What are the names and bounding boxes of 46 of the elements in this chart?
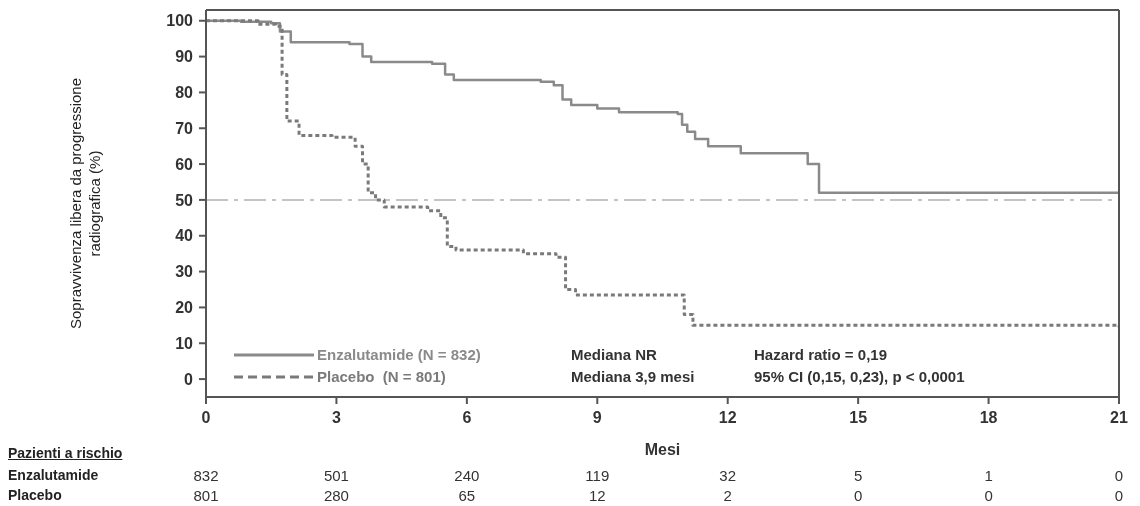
x-tick-label: 12 (718, 409, 737, 427)
x-axis-title: Mesi (644, 441, 681, 458)
text: 280 (323, 487, 349, 504)
x-tick-label: 15 (849, 409, 868, 427)
text: 832 (193, 467, 219, 484)
text: 0 (984, 487, 993, 504)
annotation: Mediana NR (571, 346, 657, 363)
x-tick-label: 21 (1110, 409, 1128, 427)
y-tick-label: 50 (175, 191, 194, 209)
y-tick-label: 90 (175, 48, 194, 66)
y-tick-label: 0 (184, 370, 194, 388)
y-tick-label: 30 (175, 263, 194, 281)
annotation: Hazard ratio = 0,19 (754, 346, 887, 363)
y-tick-label: 70 (175, 119, 194, 137)
text: 5 (853, 467, 863, 484)
y-tick-label: 10 (175, 334, 194, 352)
text: 12 (588, 487, 606, 504)
text: 1 (984, 467, 993, 484)
text: 0 (1114, 487, 1124, 504)
x-tick-label: 3 (331, 409, 341, 427)
text: Enzalutamide (N = 832) (317, 346, 481, 363)
text: Enzalutamide (8, 467, 99, 483)
text: Placebo (8, 487, 62, 503)
text: Pazienti a rischio (8, 445, 123, 461)
text: 119 (585, 467, 610, 484)
text: 32 (719, 467, 737, 484)
text: 65 (458, 487, 476, 504)
text: 2 (723, 487, 732, 504)
y-tick-label: 20 (175, 299, 194, 317)
text: 0 (1114, 467, 1124, 484)
annotation: Mediana 3,9 mesi (571, 368, 695, 385)
text: 801 (193, 487, 219, 504)
text: Placebo (N = 801) (317, 368, 446, 385)
y-tick-label: 100 (166, 12, 194, 30)
text: 240 (454, 467, 480, 484)
x-tick-label: 6 (462, 409, 472, 427)
y-tick-label: 60 (175, 155, 194, 173)
x-tick-label: 9 (592, 409, 602, 427)
x-tick-label: 0 (201, 409, 211, 427)
y-tick-label: 40 (175, 227, 194, 245)
text: 501 (323, 467, 349, 484)
x-tick-label: 18 (979, 409, 998, 427)
text: 0 (853, 487, 863, 504)
y-tick-label: 80 (175, 84, 194, 102)
y-axis-title: Sopravvivenza libera da progressione radiografica (%) (67, 78, 103, 329)
annotation: 95% CI (0,15, 0,23), p < 0,0001 (754, 368, 965, 385)
